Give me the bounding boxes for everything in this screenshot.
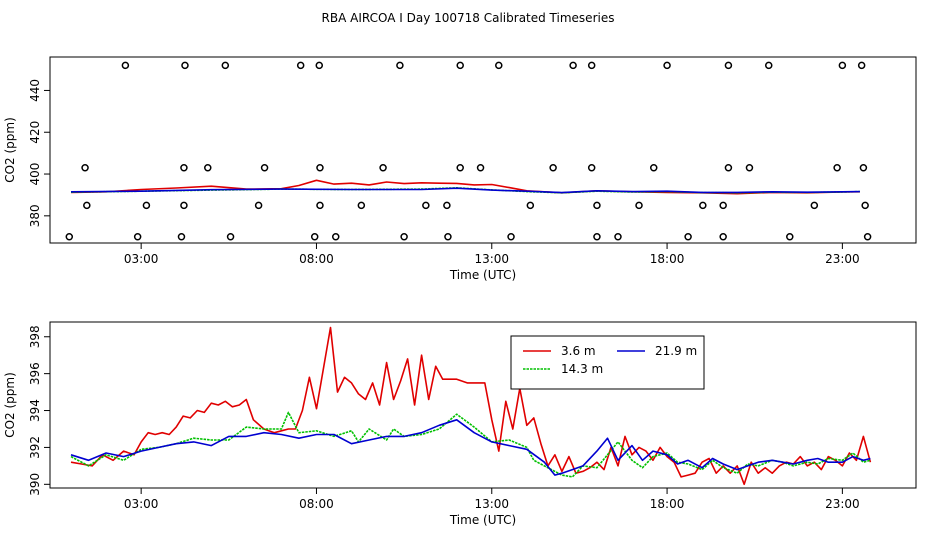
top-calibration-point [444, 232, 452, 241]
top-x-axis-title: Time (UTC) [449, 268, 516, 282]
top-calibration-point [833, 164, 841, 172]
top-calibration-point [649, 164, 658, 172]
top-calibration-point [699, 201, 707, 210]
top-calibration-point [456, 61, 464, 70]
bottom-y-axis-title: CO2 (ppm) [3, 372, 17, 438]
top-calibration-point [142, 201, 151, 210]
top-calibration-point [316, 164, 324, 172]
bottom-x-tick-label: 18:00 [650, 497, 685, 511]
bottom-series-line-21-9-m [70, 418, 871, 476]
top-calibration-point [180, 164, 188, 172]
top-calibration-point [684, 232, 692, 241]
top-calibration-point [181, 61, 189, 70]
top-calibration-point [724, 164, 733, 172]
top-calibration-point [719, 201, 727, 210]
top-calibration-point [396, 61, 404, 70]
bottom-y-tick-label: 390 [28, 473, 42, 496]
top-calibration-point [587, 164, 596, 172]
top-calibration-point [476, 164, 485, 172]
bottom-y-tick-label: 392 [28, 436, 42, 459]
top-calibration-point [83, 201, 91, 210]
top-calibration-point [204, 164, 212, 172]
top-calibration-point [745, 164, 754, 172]
top-y-tick-label: 420 [28, 121, 42, 144]
top-calibration-point [593, 232, 601, 241]
legend-label-3-6-m: 3.6 m [561, 344, 596, 358]
top-calibration-point [400, 232, 408, 241]
top-calibration-point [526, 201, 535, 210]
top-calibration-point [859, 164, 868, 172]
top-calibration-point [663, 61, 671, 70]
bottom-y-tick-label: 394 [28, 399, 42, 422]
top-x-tick-label: 18:00 [650, 252, 685, 266]
top-calibration-point [614, 232, 622, 241]
top-y-tick-label: 400 [28, 163, 42, 186]
top-calibration-point [121, 61, 130, 70]
top-calibration-point [507, 232, 515, 241]
top-calibration-point [443, 201, 451, 210]
top-x-tick-label: 08:00 [299, 252, 334, 266]
top-calibration-point [254, 201, 263, 210]
bottom-y-tick-label: 398 [28, 325, 42, 348]
top-calibration-point [549, 164, 557, 172]
top-calibration-point [863, 232, 872, 241]
top-panel: 03:00 08:00 13:00 18:00 23:00 380 400 420 440 Tim… [3, 56, 917, 282]
bottom-legend: 3.6 m 21.9 m 14.3 m [510, 335, 705, 390]
legend-label-21-9-m: 21.9 m [655, 344, 697, 358]
top-calibration-point [296, 61, 305, 70]
top-calibration-point [315, 61, 324, 70]
top-calibration-point [764, 61, 773, 70]
figure-title: RBA AIRCOA I Day 100718 Calibrated Times… [322, 11, 615, 25]
top-calibration-point [81, 164, 89, 172]
top-calibration-point [861, 201, 869, 210]
top-calibration-point [456, 164, 464, 172]
legend-label-14-3-m: 14.3 m [561, 362, 603, 376]
top-calibration-point [569, 61, 577, 70]
bottom-x-tick-label: 08:00 [299, 497, 334, 511]
top-calibration-point [838, 61, 847, 70]
bottom-x-tick-label: 23:00 [825, 497, 860, 511]
top-calibration-point [379, 164, 387, 172]
top-calibration-point [587, 61, 596, 70]
bottom-plot-frame [49, 321, 917, 489]
bottom-panel: 03:00 08:00 13:00 18:00 23:00 390 392 394 396 398… [3, 321, 917, 527]
top-calibration-point [495, 61, 503, 70]
top-calibration-point [226, 232, 235, 241]
bottom-series-line-3-6-m [70, 326, 872, 486]
top-calibration-point [719, 232, 727, 241]
top-calibration-point [786, 232, 794, 241]
top-calibration-point [310, 232, 319, 241]
bottom-x-tick-label: 13:00 [474, 497, 509, 511]
bottom-y-tick-label: 396 [28, 362, 42, 385]
bottom-x-axis-title: Time (UTC) [449, 513, 516, 527]
top-calibration-point [260, 164, 269, 172]
top-y-axis-title: CO2 (ppm) [3, 117, 17, 183]
top-x-tick-label: 13:00 [474, 252, 509, 266]
top-calibration-point [857, 61, 866, 70]
legend-box [510, 335, 705, 390]
top-calibration-point [316, 201, 324, 210]
bottom-x-tick-label: 03:00 [124, 497, 159, 511]
top-y-tick-label: 380 [28, 204, 42, 227]
top-calibration-point [331, 232, 340, 241]
top-calibration-point [635, 201, 643, 210]
top-series-line-21-9-m [70, 187, 860, 194]
top-calibration-point [133, 232, 142, 241]
top-calibration-point [65, 232, 74, 241]
top-x-tick-label: 23:00 [825, 252, 860, 266]
top-calibration-point [422, 201, 430, 210]
top-calibration-point [177, 232, 186, 241]
top-y-tick-label: 440 [28, 79, 42, 102]
top-calibration-point [357, 201, 366, 210]
top-x-tick-label: 03:00 [124, 252, 159, 266]
top-calibration-point [221, 61, 230, 70]
bottom-series-line-14-3-m [70, 411, 871, 478]
top-calibration-point [593, 201, 601, 210]
top-calibration-point [180, 201, 188, 210]
top-calibration-point [810, 201, 819, 210]
top-plot-frame [49, 56, 917, 244]
top-calibration-point [724, 61, 733, 70]
